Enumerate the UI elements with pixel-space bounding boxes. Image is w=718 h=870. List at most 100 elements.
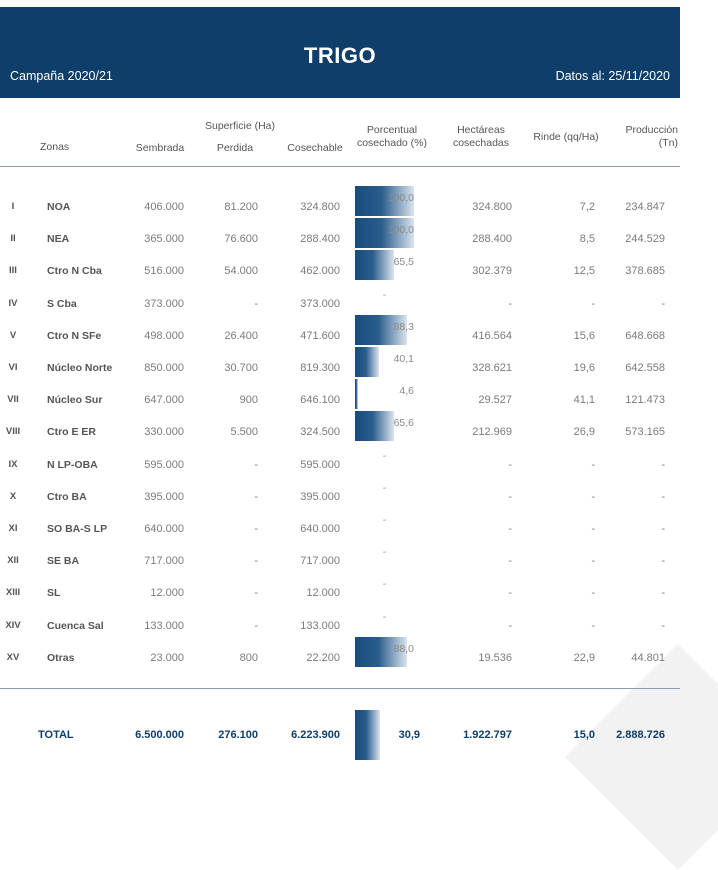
rinde-value: -: [591, 620, 595, 632]
pct-cell: -: [355, 605, 414, 635]
cosechable-value: 395.000: [300, 491, 340, 503]
table-row: XIV Cuenca Sal 133.000 - 133.000 - - - -: [0, 611, 700, 636]
zone-number: VII: [7, 394, 19, 405]
sembrada-value: 23.000: [150, 652, 184, 664]
sembrada-value: 595.000: [144, 459, 184, 471]
pct-bar: [355, 250, 394, 280]
pct-cell: 4,6: [355, 379, 414, 409]
rinde-value: -: [591, 523, 595, 535]
perdida-value: -: [254, 459, 258, 471]
hectareas-value: -: [508, 555, 512, 567]
pct-value: 40,1: [393, 353, 414, 365]
zone-number: IV: [8, 298, 18, 309]
total-perdida: 276.100: [218, 729, 258, 741]
pct-value: -: [382, 578, 387, 590]
header-hectareas-2: cosechadas: [452, 137, 510, 149]
table-row: IV S Cba 373.000 - 373.000 - - - -: [0, 289, 700, 314]
table-row: XII SE BA 717.000 - 717.000 - - - -: [0, 546, 700, 571]
sembrada-value: 330.000: [144, 426, 184, 438]
rinde-value: 8,5: [579, 233, 595, 245]
zone-number: V: [9, 330, 17, 341]
pct-value: -: [382, 482, 387, 494]
table-row: II NEA 365.000 76.600 288.400 100,0 288.400 8,5…: [0, 218, 700, 249]
rinde-value: -: [591, 555, 595, 567]
pct-bar: [355, 218, 414, 248]
cosechable-value: 640.000: [300, 523, 340, 535]
table-row: XV Otras 23.000 800 22.200 88,0 19.536 22,9 44.8…: [0, 637, 700, 668]
hectareas-value: -: [508, 523, 512, 535]
zone-name: NOA: [47, 201, 71, 213]
rinde-value: -: [591, 587, 595, 599]
pct-cell: 88,0: [355, 637, 414, 667]
produccion-value: -: [661, 555, 665, 567]
hectareas-value: 19.536: [478, 652, 512, 664]
zone-name: Cuenca Sal: [47, 620, 104, 632]
cosechable-value: 324.500: [300, 426, 340, 438]
pct-bar: [355, 637, 407, 667]
rinde-value: 19,6: [573, 362, 595, 374]
pct-value: 88,0: [393, 643, 414, 655]
produccion-value: -: [661, 523, 665, 535]
zone-name: SL: [47, 587, 61, 599]
pct-cell: 100,0: [355, 186, 414, 216]
pct-value: 88,3: [393, 321, 414, 333]
header-produccion-2: (Tn): [658, 137, 678, 149]
hectareas-value: 302.379: [472, 265, 512, 277]
pct-bar: [355, 186, 414, 216]
pct-value: -: [382, 289, 387, 301]
table-row: XIII SL 12.000 - 12.000 - - - -: [0, 578, 700, 603]
header-porcentual-2: cosechado (%): [356, 137, 428, 149]
rinde-value: 22,9: [573, 652, 595, 664]
produccion-value: 378.685: [625, 265, 665, 277]
pct-bar: [355, 379, 358, 409]
zone-name: Ctro BA: [47, 491, 87, 503]
zone-number: VIII: [5, 426, 21, 437]
zone-name: NEA: [47, 233, 70, 245]
pct-value: 100,0: [387, 224, 414, 236]
header-sembrada: Sembrada: [135, 142, 185, 154]
rinde-value: -: [591, 298, 595, 310]
sembrada-value: 717.000: [144, 555, 184, 567]
zone-name: Núcleo Norte: [47, 362, 113, 374]
cosechable-value: 12.000: [306, 587, 340, 599]
zone-name: Núcleo Sur: [47, 394, 103, 406]
cosechable-value: 595.000: [300, 459, 340, 471]
pct-value: -: [382, 611, 387, 623]
header-superficie-group: Superficie (Ha): [204, 120, 276, 132]
zone-name: SE BA: [47, 555, 80, 567]
zone-number: I: [11, 201, 15, 212]
hectareas-value: 328.621: [472, 362, 512, 374]
sembrada-value: 133.000: [144, 620, 184, 632]
zone-number: XV: [6, 652, 20, 663]
hectareas-value: 288.400: [472, 233, 512, 245]
pct-value: 4,6: [399, 385, 414, 397]
zone-number: XI: [8, 523, 18, 534]
campaign-label: Campaña 2020/21: [10, 69, 113, 83]
perdida-value: 81.200: [224, 201, 258, 213]
zone-number: VI: [8, 362, 18, 373]
pct-cell: -: [355, 476, 414, 506]
header-perdida: Perdida: [216, 142, 254, 154]
zone-number: X: [9, 491, 17, 502]
rinde-value: 26,9: [573, 426, 595, 438]
cosechable-value: 462.000: [300, 265, 340, 277]
table-row: XI SO BA-S LP 640.000 - 640.000 - - - -: [0, 514, 700, 539]
perdida-value: -: [254, 523, 258, 535]
cosechable-value: 324.800: [300, 201, 340, 213]
header-rinde: Rinde (qq/Ha): [533, 131, 599, 143]
hectareas-value: -: [508, 491, 512, 503]
pct-cell: 65,5: [355, 250, 414, 280]
perdida-value: -: [254, 555, 258, 567]
header-zonas: Zonas: [40, 141, 70, 153]
pct-value: 65,6: [393, 417, 414, 429]
hectareas-value: -: [508, 620, 512, 632]
perdida-value: -: [254, 587, 258, 599]
pct-value: -: [382, 514, 387, 526]
sembrada-value: 647.000: [144, 394, 184, 406]
rinde-value: -: [591, 491, 595, 503]
sembrada-value: 640.000: [144, 523, 184, 535]
pct-cell: -: [355, 572, 414, 602]
pct-cell: 65,6: [355, 411, 414, 441]
perdida-value: 5.500: [230, 426, 258, 438]
perdida-value: 900: [239, 394, 258, 406]
